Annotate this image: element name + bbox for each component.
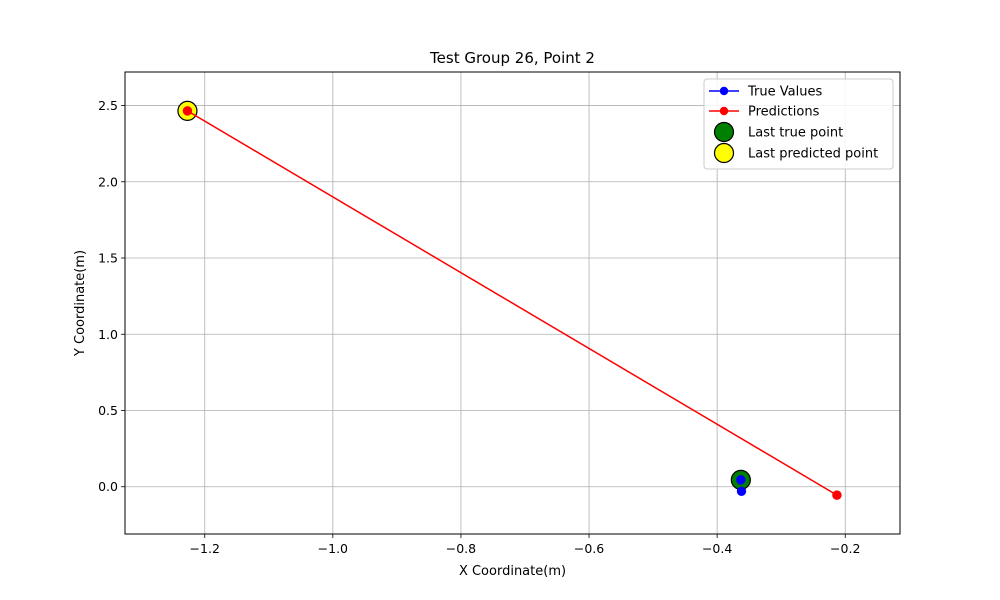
predictions-point: [832, 490, 842, 500]
y-tick-label: 2.5: [98, 98, 118, 113]
legend-label-true-values: True Values: [747, 85, 822, 100]
legend-marker-last-true-point: [713, 121, 735, 143]
y-tick-label: 2.0: [98, 174, 118, 189]
x-tick-label: −1.0: [318, 541, 348, 556]
predictions-line: [187, 110, 838, 496]
x-tick-label: −0.8: [446, 541, 476, 556]
x-tick-label: −1.2: [190, 541, 220, 556]
y-tick-label: 0.0: [98, 479, 118, 494]
plot-frame: [124, 71, 901, 535]
y-axis-label: Y Coordinate(m): [73, 250, 88, 357]
y-tick-label: 0.5: [98, 403, 118, 418]
legend-marker-last-predicted-point: [713, 142, 735, 164]
tick-layer: −1.2 −1.0 −0.8 −0.6 −0.4 −0.2 0.0 0.5 1.0 1.5 2.0 2…: [98, 98, 860, 556]
y-tick-label: 1.5: [98, 251, 118, 266]
legend-label-last-true-point: Last true point: [748, 126, 843, 141]
x-tick-label: −0.4: [702, 541, 732, 556]
predictions-point: [182, 106, 193, 116]
legend-marker-true-values: [719, 86, 729, 96]
legend-label-predictions: Predictions: [748, 105, 820, 120]
true-values-point: [736, 486, 747, 497]
x-tick-label: −0.6: [574, 541, 604, 556]
legend-label-last-predicted-point: Last predicted point: [748, 147, 878, 162]
highlight-markers: [177, 100, 751, 490]
legend-box: [703, 78, 894, 170]
x-axis-label: X Coordinate(m): [459, 564, 566, 579]
chart-title: Test Group 26, Point 2: [429, 49, 595, 67]
legend: True Values Predictions Last true point Las…: [703, 78, 894, 170]
legend-marker-predictions: [719, 106, 729, 116]
y-tick-label: 1.0: [98, 327, 118, 342]
series-layer: [177, 100, 842, 500]
true-values-point: [736, 475, 746, 485]
x-tick-label: −0.2: [830, 541, 860, 556]
